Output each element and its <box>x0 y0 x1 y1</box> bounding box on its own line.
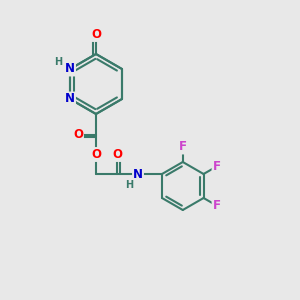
Text: H: H <box>54 57 62 67</box>
Text: N: N <box>65 62 75 76</box>
Text: O: O <box>73 128 83 142</box>
Text: H: H <box>125 179 133 190</box>
Text: F: F <box>213 199 220 212</box>
Text: O: O <box>91 28 101 41</box>
Text: F: F <box>179 140 187 154</box>
Text: O: O <box>112 148 122 161</box>
Text: O: O <box>91 148 101 161</box>
Text: N: N <box>65 92 75 106</box>
Text: N: N <box>133 167 143 181</box>
Text: F: F <box>213 160 220 173</box>
